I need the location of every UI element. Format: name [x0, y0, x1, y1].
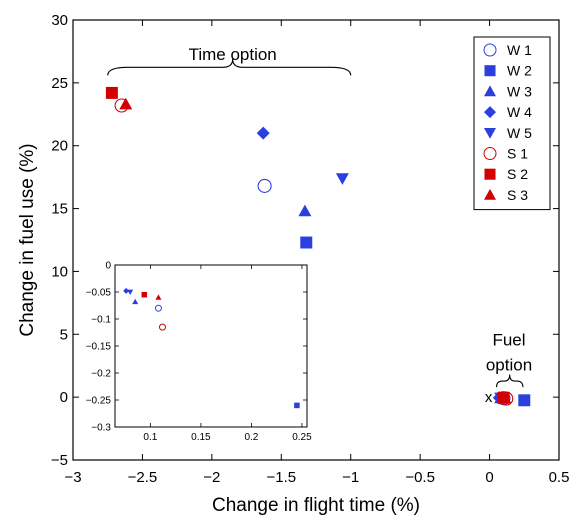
legend-label-5: S 1: [507, 146, 528, 162]
inset-point-w2: [294, 402, 300, 409]
point-w2: [300, 236, 313, 249]
legend-marker-5: [483, 147, 497, 160]
plot-frame: [72, 19, 560, 461]
legend-label-2: W 3: [507, 83, 532, 99]
legend-marker-0: [483, 43, 497, 57]
inset-y-tick-label: −0.1: [91, 315, 111, 326]
point-w3: [298, 204, 312, 217]
point-w4: [256, 126, 270, 140]
inset-y-tick-label: −0.2: [91, 369, 111, 380]
annotations: Time option Fuel option x: [107, 45, 532, 406]
x-tick-label: 0: [485, 469, 493, 486]
x-axis-label: Change in flight time (%): [212, 495, 420, 516]
legend-marker-3: [484, 106, 496, 119]
inset-point-w1: [154, 304, 162, 312]
legend-label-7: S 3: [507, 187, 528, 203]
fuel-option-brace: [495, 374, 524, 388]
legend-marker-2: [484, 85, 496, 97]
y-tick-label: 15: [51, 201, 68, 218]
inset-point-w5: [127, 289, 134, 295]
y-tick-label: 5: [60, 326, 68, 343]
inset-x-tick-label: 0.15: [191, 432, 211, 443]
y-tick-label: 25: [51, 75, 68, 92]
point-s2: [105, 86, 118, 99]
legend-marker-1: [484, 65, 496, 77]
x-tick-label: −1.5: [266, 469, 296, 486]
x-tick-label: −2.5: [128, 469, 158, 486]
inset-point-w4: [123, 287, 130, 294]
point-s3: [119, 97, 133, 110]
inset-x-tick-label: 0.25: [292, 432, 312, 443]
y-tick-label: 10: [51, 263, 68, 280]
annotation-0: Time option: [189, 45, 277, 64]
inset-point-s2: [141, 291, 148, 298]
x-tick-label: −0.5: [405, 469, 435, 486]
point-w5: [335, 173, 349, 185]
y-tick-label: 20: [51, 138, 68, 155]
point-w2: [518, 394, 531, 407]
y-axis-label: Change in fuel use (%): [17, 143, 38, 336]
x-tick-label: −2: [203, 469, 220, 486]
legend-label-3: W 4: [507, 104, 532, 120]
point-w1: [257, 178, 272, 193]
inset-chart: 0.1 0.15 0.2 0.25 0 −0.05 −0.1 −0.15 −0.2 −0.25 −0…: [86, 261, 312, 444]
x-tick-label: 0.5: [549, 469, 570, 486]
legend-marker-4: [484, 128, 496, 139]
inset-y-tick-label: 0: [105, 261, 111, 272]
main-axes: −3 −2.5 −2 −1.5 −1 −0.5 0 0.5 −5 0 5 10 15 20 25 30 Chan…: [17, 12, 569, 516]
inset-y-tick-label: −0.25: [86, 396, 112, 407]
annotation-1: Fuel: [492, 330, 525, 349]
legend-label-1: W 2: [507, 63, 532, 79]
inset-point-s3: [155, 294, 162, 300]
inset-x-tick-label: 0.1: [143, 432, 157, 443]
legend-label-4: W 5: [507, 125, 532, 141]
legend-label-6: S 2: [507, 166, 528, 182]
y-tick-label: 0: [60, 389, 68, 406]
inset-y-tick-label: −0.15: [86, 342, 112, 353]
legend-marker-7: [484, 188, 496, 200]
legend-label-0: W 1: [507, 42, 532, 58]
inset-x-tick-label: 0.2: [244, 432, 258, 443]
inset-point-w3: [132, 298, 139, 305]
inset-y-tick-label: −0.3: [91, 423, 111, 434]
y-tick-label: 30: [51, 12, 68, 29]
inset-frame: [114, 264, 308, 428]
y-tick-label: −5: [51, 452, 68, 469]
x-tick-label: −1: [342, 469, 359, 486]
legend: W 1 W 2 W 3 W 4 W 5 S 1 S 2 S 3: [473, 36, 551, 211]
x-tick-label: −3: [64, 469, 81, 486]
main-data-marks: [105, 86, 531, 407]
legend-marker-6: [484, 168, 496, 180]
annotation-3: x: [485, 389, 493, 406]
point-s3: [498, 391, 512, 404]
inset-y-tick-label: −0.05: [86, 288, 112, 299]
annotation-2: option: [486, 355, 532, 374]
inset-point-s1: [158, 323, 166, 331]
